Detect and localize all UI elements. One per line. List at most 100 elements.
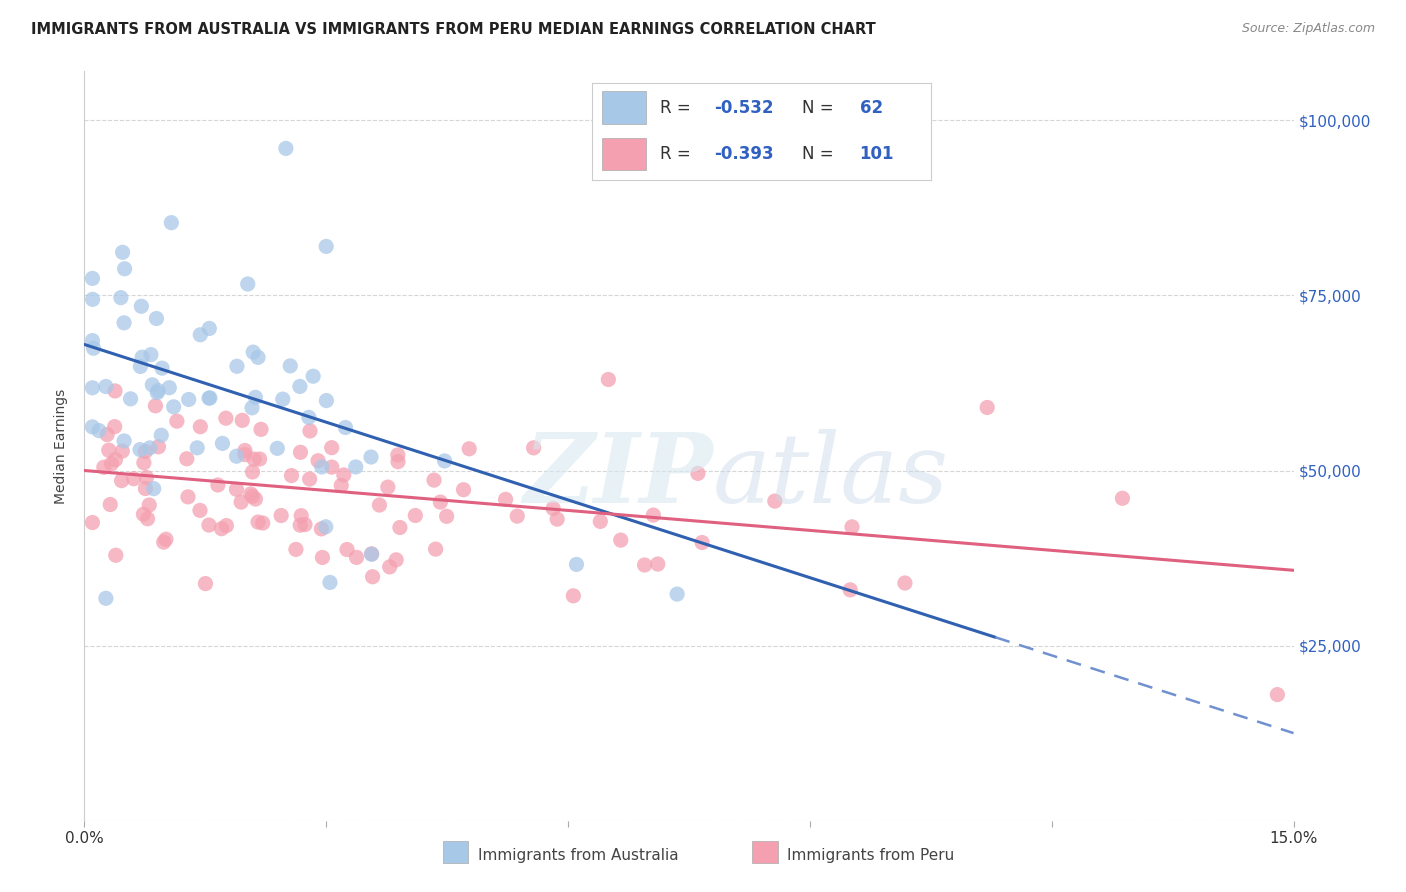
Point (225, 449, 247, 463)
Point (163, 400, 186, 414)
Point (135, 470, 157, 484)
Point (321, 460, 343, 475)
Point (148, 440, 170, 454)
Point (188, 419, 211, 434)
Point (233, 448, 256, 462)
Point (134, 444, 156, 458)
Point (82, 334, 104, 348)
Point (385, 553, 408, 567)
Point (690, 535, 713, 549)
Point (82, 381, 104, 395)
Point (319, 575, 342, 590)
Point (523, 441, 546, 455)
Point (271, 392, 294, 406)
Point (436, 509, 458, 524)
Point (315, 520, 337, 534)
Point (229, 495, 252, 509)
Point (311, 550, 333, 565)
Point (148, 384, 170, 398)
Point (453, 483, 475, 497)
Point (249, 452, 271, 467)
Point (93, 460, 115, 475)
Point (129, 359, 152, 374)
Point (134, 482, 156, 496)
Text: atlas: atlas (713, 429, 949, 523)
Point (122, 472, 145, 486)
Text: Immigrants from Peru: Immigrants from Peru (787, 848, 955, 863)
Point (131, 299, 153, 313)
Point (82, 293, 104, 307)
Point (186, 441, 208, 455)
Point (333, 467, 356, 482)
Point (298, 410, 321, 425)
Point (104, 384, 127, 398)
Point (378, 560, 401, 574)
Point (245, 491, 267, 506)
Point (215, 411, 238, 425)
Point (250, 422, 273, 436)
Point (110, 291, 132, 305)
Point (346, 550, 368, 565)
Point (243, 452, 266, 467)
Point (377, 480, 399, 494)
Point (129, 442, 152, 457)
Point (280, 468, 302, 483)
Point (142, 482, 165, 496)
Point (138, 498, 160, 512)
Point (166, 414, 188, 428)
Point (288, 379, 311, 393)
Point (589, 515, 612, 529)
Point (242, 345, 264, 359)
Point (104, 452, 127, 467)
Point (139, 441, 162, 455)
Point (177, 392, 200, 407)
Point (215, 518, 238, 533)
Point (198, 321, 221, 335)
Point (274, 141, 297, 155)
Point (360, 547, 382, 561)
Point (233, 443, 256, 458)
Point (307, 454, 329, 468)
Text: Immigrants from Australia: Immigrants from Australia (478, 848, 679, 863)
Point (157, 381, 180, 395)
Point (388, 520, 411, 534)
Point (226, 359, 249, 374)
Point (686, 467, 709, 481)
Point (433, 454, 456, 468)
Point (231, 413, 253, 427)
Point (344, 459, 367, 474)
Point (458, 442, 481, 456)
Point (145, 399, 167, 413)
Point (976, 401, 998, 415)
Point (225, 483, 247, 497)
Point (368, 498, 391, 512)
Point (82, 516, 104, 530)
Point (98, 498, 121, 512)
Point (284, 542, 307, 557)
Point (321, 441, 343, 455)
Point (278, 359, 301, 373)
Point (336, 542, 359, 557)
Point (188, 327, 211, 342)
Point (290, 518, 312, 533)
Point (242, 465, 264, 479)
Point (1267, 688, 1289, 702)
Point (404, 508, 426, 523)
Point (82, 271, 104, 285)
Point (495, 492, 517, 507)
Point (236, 277, 259, 291)
Point (152, 535, 174, 549)
Point (112, 316, 135, 330)
Point (104, 548, 127, 562)
Point (239, 487, 262, 501)
Point (311, 522, 333, 536)
Point (841, 520, 863, 534)
Point (96, 427, 118, 442)
Point (361, 570, 384, 584)
Point (565, 558, 588, 572)
Point (94, 379, 117, 393)
Point (211, 436, 233, 450)
Point (562, 589, 585, 603)
Point (633, 558, 655, 572)
Point (160, 216, 183, 230)
